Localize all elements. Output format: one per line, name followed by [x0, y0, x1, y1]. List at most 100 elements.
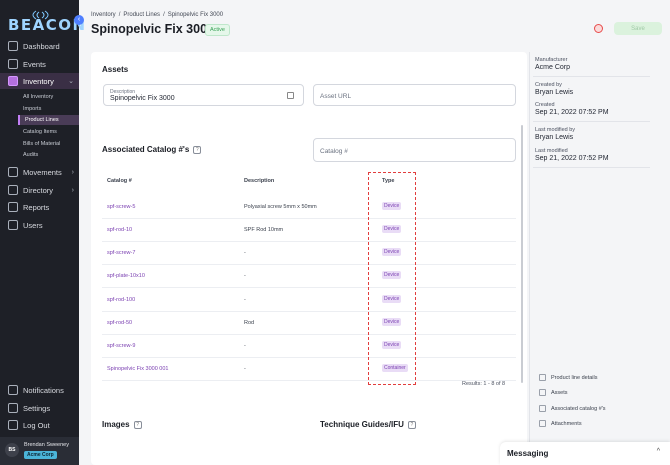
column-description: Description [244, 178, 275, 184]
breadcrumb-product-lines[interactable]: Product Lines [123, 12, 161, 18]
asset-url-input[interactable]: Asset URL [313, 84, 516, 106]
type-column-highlight [368, 172, 416, 385]
table-row[interactable]: spf-rod-50 Rod Device [102, 312, 516, 335]
row-description: Polyaxial screw 5mm x 50mm [244, 204, 317, 210]
toc-associated-catalog[interactable]: Associated catalog #'s [539, 405, 606, 412]
sidebar-subitem-all-inventory[interactable]: All Inventory [23, 94, 54, 100]
table-row[interactable]: spf-rod-100 - Device [102, 289, 516, 312]
table-row[interactable]: spf-screw-9 - Device [102, 335, 516, 358]
catalog-link[interactable]: spf-rod-10 [107, 227, 133, 233]
scrollbar[interactable] [521, 125, 523, 383]
sidebar-subitem-catalog-items[interactable]: Catalog Items [23, 129, 57, 135]
description-field[interactable]: Description Spinopelvic Fix 3000 [103, 84, 304, 106]
sidebar-item-users[interactable]: Users [0, 217, 79, 233]
catalog-table-header: Catalog # Description Type [102, 178, 516, 188]
sidebar-item-label: Events [23, 59, 46, 69]
catalog-search-input[interactable]: Catalog # [313, 138, 516, 162]
help-icon[interactable]: ? [133, 420, 142, 429]
beacon-logo-mark [32, 10, 49, 20]
table-row[interactable]: spf-plate-10x10 - Device [102, 265, 516, 288]
toc-attachments[interactable]: Attachments [539, 420, 582, 427]
assets-section-title: Assets [102, 65, 128, 74]
meta-label: Last modified [535, 148, 568, 154]
table-row[interactable]: spf-screw-5 Polyaxial screw 5mm x 50mm D… [102, 196, 516, 219]
help-icon[interactable]: ? [193, 145, 202, 154]
table-row[interactable]: spf-rod-10 SPF Rod 10mm Device [102, 219, 516, 242]
catalog-link[interactable]: spf-rod-100 [107, 297, 136, 303]
catalog-search-placeholder: Catalog # [320, 148, 348, 155]
catalog-link[interactable]: spf-screw-9 [107, 343, 136, 349]
edit-icon[interactable] [287, 92, 294, 99]
chevron-up-icon[interactable]: ^ [656, 448, 660, 455]
sidebar-item-logout[interactable]: Log Out [0, 417, 79, 433]
help-icon[interactable]: ? [407, 420, 416, 429]
sidebar-item-label: Directory [23, 185, 54, 195]
sidebar-item-dashboard[interactable]: Dashboard [0, 38, 79, 54]
user-profile[interactable]: BS Brendan Sweeney Acme Corp [0, 437, 79, 465]
messaging-label: Messaging [507, 449, 549, 458]
sidebar-item-label: Reports [23, 202, 50, 212]
messaging-panel[interactable]: Messaging ^ [500, 442, 670, 465]
alert-icon[interactable] [594, 24, 603, 33]
logout-icon [8, 420, 18, 430]
page-title: Spinopelvic Fix 3000 [91, 22, 214, 36]
chevron-left-icon[interactable]: ‹ [74, 15, 84, 25]
sidebar-item-label: Movements [23, 167, 62, 177]
catalog-link[interactable]: spf-rod-50 [107, 320, 133, 326]
divider [533, 121, 650, 122]
org-badge: Acme Corp [24, 451, 57, 459]
type-badge: Device [382, 225, 402, 233]
calendar-icon [8, 59, 18, 69]
sidebar-subitem-bills-of-material[interactable]: Bills of Material [23, 141, 61, 147]
chevron-right-icon: › [71, 168, 74, 176]
type-badge: Device [382, 202, 402, 210]
row-description: - [244, 366, 246, 372]
sidebar-item-notifications[interactable]: Notifications [0, 382, 79, 398]
document-icon [539, 405, 546, 412]
document-icon [539, 420, 546, 427]
catalog-link[interactable]: spf-screw-5 [107, 204, 136, 210]
status-badge: Active [205, 24, 230, 36]
document-icon [539, 374, 546, 381]
sidebar-item-directory[interactable]: Directory › [0, 182, 79, 198]
sidebar-subitem-imports[interactable]: Imports [23, 106, 42, 112]
breadcrumb-inventory[interactable]: Inventory [91, 12, 116, 18]
catalog-link[interactable]: spf-plate-10x10 [107, 273, 145, 279]
beacon-logo[interactable]: BEACON [8, 10, 85, 34]
guides-title: Technique Guides/IFU [320, 420, 404, 429]
catalog-link[interactable]: spf-screw-7 [107, 250, 136, 256]
save-button[interactable]: Save [614, 22, 662, 35]
sidebar-item-label: Users [23, 220, 43, 230]
description-label: Description [110, 89, 136, 95]
toc-product-line-details[interactable]: Product line details [539, 374, 597, 381]
sidebar-item-inventory[interactable]: Inventory ⌄ [0, 73, 79, 89]
gear-icon [8, 403, 18, 413]
details-divider [529, 52, 530, 442]
breadcrumb-current: Spinopelvic Fix 3000 [167, 12, 224, 18]
sidebar-item-label: Settings [23, 403, 51, 413]
users-icon [8, 220, 18, 230]
document-icon [539, 389, 546, 396]
table-row[interactable]: spf-screw-7 - Device [102, 242, 516, 265]
table-row[interactable]: Spinopelvic Fix 3000 001 - Container [102, 358, 516, 381]
type-badge: Device [382, 248, 402, 256]
sidebar-subitem-product-lines[interactable]: Product Lines [18, 115, 79, 125]
row-description: - [244, 343, 246, 349]
sidebar: BEACON ‹ Dashboard Events Inventory ⌄ Al… [0, 0, 85, 465]
sidebar-item-events[interactable]: Events [0, 56, 79, 72]
divider [533, 76, 650, 77]
directory-icon [8, 185, 18, 195]
catalog-link[interactable]: Spinopelvic Fix 3000 001 [107, 366, 169, 372]
type-badge: Device [382, 341, 402, 349]
meta-label: Manufacturer [535, 57, 568, 63]
row-description: - [244, 273, 246, 279]
sidebar-item-settings[interactable]: Settings [0, 400, 79, 416]
toc-assets[interactable]: Assets [539, 389, 568, 396]
catalog-title: Associated Catalog #'s [102, 145, 190, 154]
sidebar-item-reports[interactable]: Reports [0, 199, 79, 215]
sidebar-subitem-audits[interactable]: Audits [23, 152, 39, 158]
sidebar-item-label: Inventory [23, 76, 54, 86]
sidebar-item-movements[interactable]: Movements › [0, 164, 79, 180]
bell-icon [8, 385, 18, 395]
grid-icon [8, 41, 18, 51]
